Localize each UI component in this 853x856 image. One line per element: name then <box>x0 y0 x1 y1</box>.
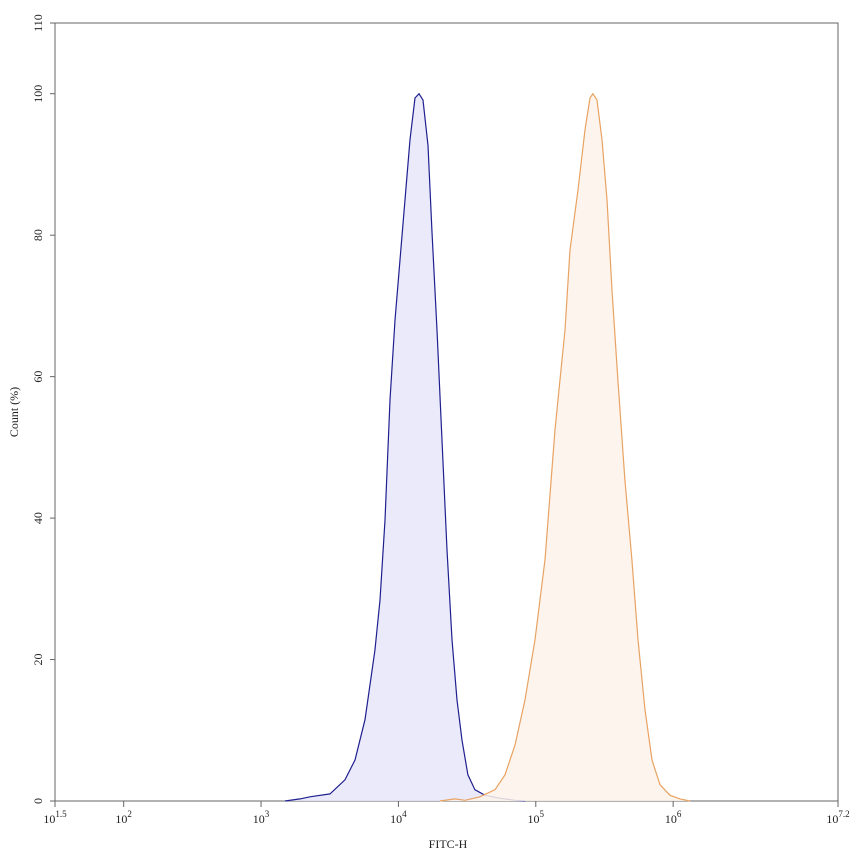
x-tick-label: 103 <box>253 809 270 826</box>
y-tick-label: 100 <box>31 85 45 103</box>
x-tick-label: 106 <box>665 809 682 826</box>
area-fill <box>284 93 525 801</box>
x-tick-label: 105 <box>528 809 545 826</box>
y-tick-label: 40 <box>31 512 45 524</box>
x-tick-label: 101.5 <box>43 809 67 826</box>
y-tick-label: 60 <box>31 371 45 383</box>
x-axis-label: FITC-H <box>429 837 468 851</box>
y-tick-label: 80 <box>31 229 45 241</box>
y-tick-label: 110 <box>31 14 45 32</box>
x-tick-label: 102 <box>115 809 131 826</box>
x-tick-label: 107.2 <box>826 809 849 826</box>
y-tick-label: 0 <box>31 798 45 804</box>
y-axis-label: Count (%) <box>7 387 21 437</box>
x-tick-label: 104 <box>390 809 407 826</box>
histogram-line <box>439 92 691 802</box>
y-tick-label: 20 <box>31 654 45 666</box>
area-fill <box>440 93 691 801</box>
histogram-line <box>284 92 526 802</box>
